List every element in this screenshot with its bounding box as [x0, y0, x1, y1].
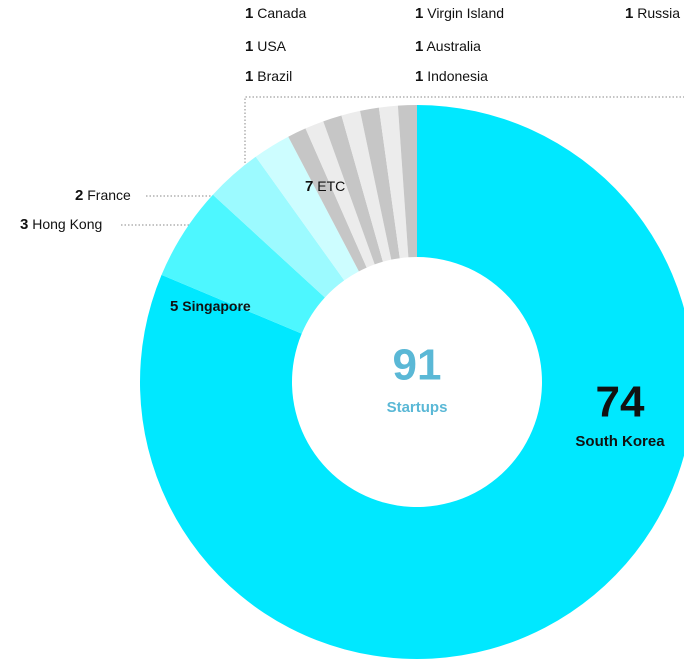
- slice: [378, 105, 409, 259]
- slice-label: USA: [257, 38, 286, 54]
- group-value: 7: [305, 178, 313, 195]
- slice: [255, 136, 359, 281]
- slice-label: France: [87, 187, 131, 203]
- slice-label-group: 1 Australia: [415, 38, 481, 55]
- slice-label-group: 3 Hong Kong: [20, 216, 102, 233]
- slice-label-group: 1 USA: [245, 38, 287, 55]
- slice-label-group: 1 Virgin Island: [415, 5, 504, 22]
- slice: [323, 115, 383, 265]
- slice-label: Canada: [257, 5, 306, 21]
- group-name: ETC: [317, 178, 345, 194]
- slice-label: South Korea: [575, 433, 665, 450]
- slice: [139, 105, 684, 659]
- slice-value: 1: [625, 5, 633, 22]
- slice-value: 1: [415, 5, 423, 22]
- slice-value: 1: [415, 68, 423, 85]
- slice-label-group: 1 Brazil: [245, 68, 292, 85]
- slice-value: 1: [245, 5, 253, 22]
- slice-label: Hong Kong: [32, 216, 102, 232]
- slice-label-group: 2 France: [75, 187, 131, 204]
- total: 91: [393, 341, 442, 390]
- slice: [212, 156, 345, 298]
- slice-label: Australia: [426, 38, 481, 54]
- slice-label-group: 1 Indonesia: [415, 68, 488, 85]
- slice: [341, 110, 392, 262]
- slice-value: 1: [245, 68, 253, 85]
- slice-label: Virgin Island: [427, 5, 504, 21]
- slice: [397, 105, 417, 258]
- slice-label: Indonesia: [427, 68, 488, 84]
- slice-label-group: 1 Canada: [245, 5, 306, 22]
- slices: [139, 105, 684, 659]
- slice: [305, 121, 375, 268]
- slice-label: Singapore: [182, 298, 251, 314]
- slice-label-group: 5 Singapore: [170, 298, 251, 315]
- group-label: 7 ETC: [305, 178, 345, 195]
- slice-label: Russia: [637, 5, 680, 21]
- slice-value: 74: [596, 378, 645, 427]
- slice-value: 2: [75, 187, 83, 204]
- slice-label: Brazil: [257, 68, 292, 84]
- slice: [288, 128, 367, 272]
- slice-label-group: 1 Russia: [625, 5, 680, 22]
- slice-value: 1: [415, 38, 423, 55]
- slice-value: 1: [245, 38, 253, 55]
- slice: [360, 107, 400, 260]
- slice: [161, 194, 325, 334]
- slice-value: 5: [170, 298, 178, 315]
- slice-value: 3: [20, 216, 28, 233]
- total-label: Startups: [387, 399, 448, 416]
